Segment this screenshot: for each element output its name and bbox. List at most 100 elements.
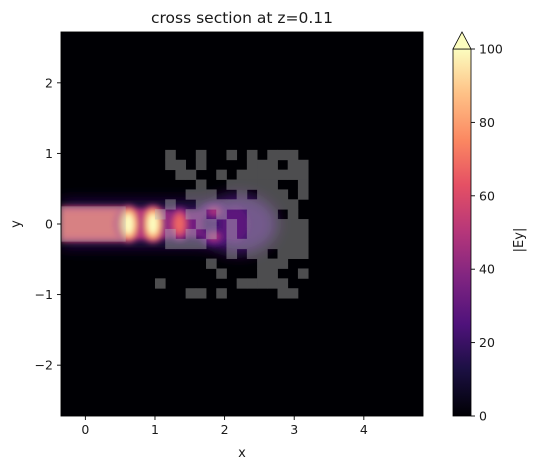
- field-band: [221, 206, 250, 242]
- structure-pixel: [226, 179, 238, 190]
- structure-pixel: [165, 199, 176, 210]
- structure-pixel: [236, 199, 248, 210]
- structure-pixel: [206, 258, 217, 269]
- structure-pixel: [287, 288, 299, 299]
- structure-pixel: [267, 169, 278, 180]
- hotspot-core: [209, 233, 219, 241]
- structure-pixel: [246, 238, 258, 250]
- structure-pixel: [277, 199, 289, 210]
- structure-pixel: [267, 228, 278, 240]
- structure-pixel: [246, 278, 258, 289]
- structure-pixel: [287, 238, 299, 250]
- structure-pixel: [297, 179, 309, 190]
- structure-pixel: [277, 258, 289, 269]
- structure-pixel: [297, 159, 309, 171]
- structure-pixel: [246, 169, 258, 180]
- structure-pixel: [195, 149, 207, 161]
- structure-pixel: [257, 219, 268, 230]
- structure-pixel: [287, 169, 299, 180]
- structure-pixel: [216, 268, 227, 279]
- structure-pixel: [216, 209, 227, 220]
- structure-pixel: [287, 228, 299, 240]
- colorbar-body: [452, 48, 472, 417]
- structure-pixel: [185, 288, 197, 299]
- x-axis-label: x: [238, 446, 246, 461]
- structure-pixel: [226, 149, 238, 161]
- structure-pixel: [287, 219, 299, 230]
- structure-pixel: [267, 159, 278, 171]
- structure-pixel: [226, 228, 238, 240]
- structure-pixel: [297, 169, 309, 180]
- structure-pixel: [267, 238, 278, 250]
- field-intensity: [61, 202, 250, 246]
- structure-pixel: [246, 159, 258, 171]
- structure-pixel: [246, 149, 258, 161]
- structure-pixel: [257, 189, 268, 200]
- structure-pixel: [277, 228, 289, 240]
- structure-pixel: [195, 199, 207, 210]
- x-tick-label: 4: [360, 422, 368, 437]
- structure-pixel: [165, 238, 176, 250]
- colorbar-label: |Ey|: [512, 228, 527, 253]
- structure-pixel: [246, 209, 258, 220]
- structure-pixel: [226, 238, 238, 250]
- structure-pixel: [287, 248, 299, 259]
- structure-pixel: [277, 248, 289, 259]
- hotspot-core: [123, 213, 134, 235]
- colorbar-tick-label: 0: [479, 409, 487, 424]
- colorbar-extend-arrow: [452, 31, 472, 50]
- structure-pixel: [185, 209, 197, 220]
- structure-pixel: [267, 149, 278, 161]
- colorbar-tick-label: 80: [479, 115, 495, 130]
- structure-pixel: [236, 189, 248, 200]
- x-tick-label: 3: [290, 422, 298, 437]
- structure-pixel: [195, 219, 207, 230]
- field-band: [137, 208, 145, 240]
- structure-pixel: [287, 209, 299, 220]
- structure-pixel: [257, 278, 268, 289]
- x-tick-label: 2: [221, 422, 229, 437]
- structure-pixel: [297, 248, 309, 259]
- structure-pixel: [297, 238, 309, 250]
- heatmap-field: [61, 149, 309, 299]
- structure-pixel: [257, 159, 268, 171]
- structure-pixel: [287, 159, 299, 171]
- y-tick-label: −1: [35, 287, 53, 302]
- structure-pixel: [257, 258, 268, 269]
- structure-pixel: [257, 199, 268, 210]
- waveguide-structure: [61, 206, 126, 242]
- structure-pixel: [257, 179, 268, 190]
- structure-pixel: [246, 228, 258, 240]
- field-band: [161, 209, 171, 239]
- structure-pixel: [195, 179, 207, 190]
- structure-pixel: [175, 169, 187, 180]
- structure-pixel: [277, 238, 289, 250]
- chart-title: cross section at z=0.11: [151, 9, 333, 27]
- structure-pixel: [297, 268, 309, 279]
- structure-pixel: [277, 189, 289, 200]
- structure-pixel: [236, 238, 248, 250]
- colorbar-ticks: 0 20 40 60 80 100: [471, 42, 503, 424]
- structure-pixel: [195, 288, 207, 299]
- y-tick-label: 2: [45, 75, 53, 90]
- y-axis-label: y: [9, 220, 24, 228]
- structure-pixel: [185, 238, 197, 250]
- structure-pixel: [236, 278, 248, 289]
- structure-pixel: [226, 248, 238, 259]
- structure-pixel: [287, 199, 299, 210]
- structure-pixel: [267, 179, 278, 190]
- field-band: [189, 210, 204, 238]
- structure-pixel: [236, 169, 248, 180]
- structure-pixel: [287, 149, 299, 161]
- colorbar-tick-label: 40: [479, 262, 495, 277]
- structure-pixel: [165, 149, 176, 161]
- structure-pixel: [206, 199, 217, 210]
- structure-pixel: [267, 219, 278, 230]
- structure-pixel: [297, 228, 309, 240]
- structure-pixel: [277, 288, 289, 299]
- structure-pixel: [267, 209, 278, 220]
- structure-pixel: [246, 248, 258, 259]
- structure-pixel: [165, 159, 176, 171]
- structure-pixel: [165, 228, 176, 240]
